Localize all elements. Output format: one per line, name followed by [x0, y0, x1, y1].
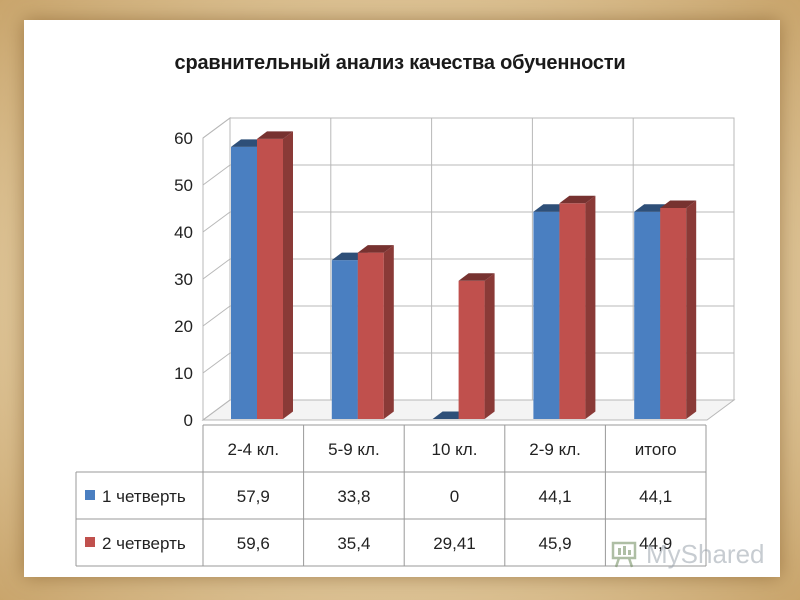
- data-label: 59,6: [237, 534, 270, 553]
- bar-front: [458, 280, 485, 419]
- watermark-text: MyShared: [646, 538, 765, 569]
- bar: [357, 245, 394, 419]
- bar: [458, 273, 495, 419]
- data-table: 2-4 кл. 5-9 кл. 10 кл. 2-9 кл. итого 1 четвер…: [75, 424, 707, 567]
- gridline-side: [202, 352, 231, 374]
- legend-label: 2 четверть: [102, 534, 186, 553]
- bar-side: [686, 200, 697, 419]
- y-tick-label: 20: [174, 317, 193, 336]
- chart-title: сравнительный анализ качества обученност…: [174, 52, 626, 74]
- data-label: 44,1: [539, 487, 572, 506]
- y-tick-label: 60: [174, 129, 193, 148]
- data-label: 35,4: [337, 534, 370, 553]
- x-category-label: 2-4 кл.: [228, 440, 280, 459]
- bar-front: [660, 207, 687, 419]
- bar-front: [533, 211, 560, 419]
- gridline-side: [202, 211, 231, 233]
- gridline-side: [202, 399, 231, 421]
- data-label: 29,41: [433, 534, 476, 553]
- bar: [660, 200, 697, 419]
- bar-front: [231, 146, 257, 419]
- y-tick-label: 40: [174, 223, 193, 242]
- data-label: 45,9: [539, 534, 572, 553]
- data-label: 57,9: [237, 487, 270, 506]
- x-category-label: 2-9 кл.: [529, 440, 581, 459]
- gridline-side: [202, 164, 231, 186]
- gridline-side: [202, 117, 231, 139]
- bar-top: [660, 200, 697, 208]
- y-tick-label: 10: [174, 364, 193, 383]
- gridline-side: [202, 305, 231, 327]
- watermark: MyShared: [610, 538, 765, 570]
- bar-top: [559, 195, 596, 204]
- bar-front: [357, 252, 384, 419]
- presentation-board-icon: [611, 541, 637, 568]
- bar: [257, 131, 293, 419]
- legend-swatch: [85, 537, 95, 547]
- x-category-label: 5-9 кл.: [328, 440, 380, 459]
- data-label: 33,8: [337, 487, 370, 506]
- bar-front: [634, 211, 661, 419]
- y-tick-label: 50: [174, 176, 193, 195]
- data-label: 44,1: [639, 487, 672, 506]
- y-tick-label: 30: [174, 270, 193, 289]
- bar-front: [257, 138, 283, 419]
- x-category-label: итого: [635, 440, 677, 459]
- bar-top: [257, 131, 293, 139]
- gridline-side: [202, 258, 231, 280]
- data-label: 0: [450, 487, 459, 506]
- x-category-label: 10 кл.: [432, 440, 478, 459]
- bar: [559, 195, 596, 419]
- bar-side: [585, 195, 596, 419]
- bar-top: [458, 273, 495, 281]
- bar-front: [331, 260, 358, 419]
- bar-front: [559, 203, 586, 419]
- legend-label: 1 четверть: [102, 487, 186, 506]
- legend-swatch: [85, 490, 95, 500]
- bar-side: [484, 273, 495, 419]
- y-tick-label: 0: [184, 411, 193, 430]
- data-label: 44,9: [639, 534, 672, 553]
- bar-side: [383, 245, 394, 419]
- bar-top: [357, 245, 394, 253]
- bar-side: [283, 131, 293, 419]
